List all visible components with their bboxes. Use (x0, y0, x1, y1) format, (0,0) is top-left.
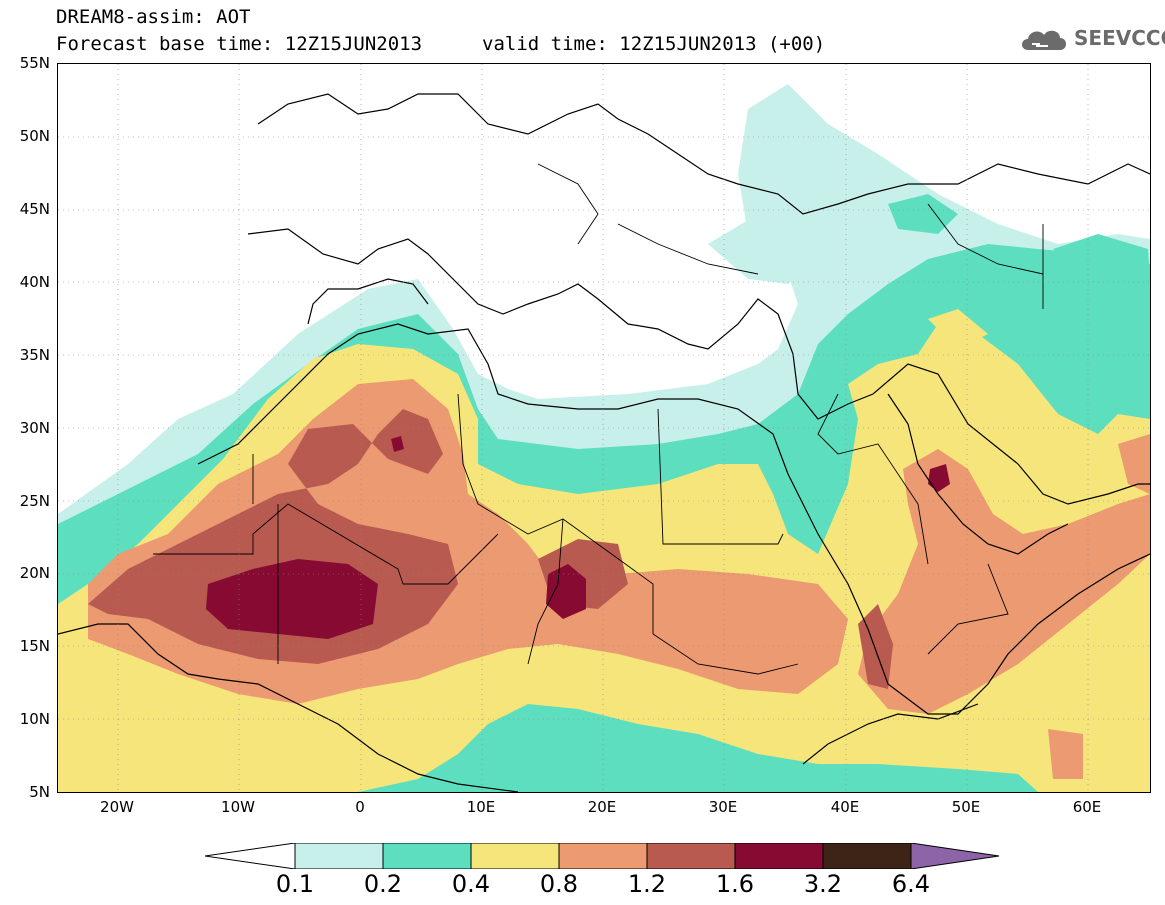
valid-time: valid time: 12Z15JUN2013 (+00) (482, 33, 826, 55)
lon-label-0: 0 (355, 798, 365, 816)
map-title: DREAM8-assim: AOT (56, 6, 251, 28)
seevccc-logo: SEEVCCC (1018, 24, 1165, 56)
colorbar-tick-6.4: 6.4 (891, 870, 931, 898)
colorbar-tick-1.2: 1.2 (627, 870, 667, 898)
colorbar-tick-1.6: 1.6 (715, 870, 755, 898)
coastlines (58, 93, 1150, 792)
lat-label-15n: 15N (19, 637, 50, 655)
lat-label-40n: 40N (19, 273, 50, 291)
lat-label-35n: 35N (19, 346, 50, 364)
lat-label-20n: 20N (19, 564, 50, 582)
graticule (58, 64, 1150, 792)
aot-field (58, 64, 1150, 792)
colorbar-segment-0.1 (294, 843, 384, 869)
lat-label-55n: 55N (19, 54, 50, 72)
lat-label-25n: 25N (19, 492, 50, 510)
lon-label-10w: 10W (221, 798, 255, 816)
lon-label-30e: 30E (708, 798, 738, 816)
colorbar (205, 843, 1000, 869)
lat-label-10n: 10N (19, 710, 50, 728)
colorbar-segment-above (910, 843, 1000, 869)
country-borders (153, 163, 1044, 675)
lon-label-50e: 50E (951, 798, 981, 816)
cloud-icon (1022, 30, 1066, 50)
lat-label-50n: 50N (19, 127, 50, 145)
colorbar-segment-1.2 (646, 843, 736, 869)
lat-label-5n: 5N (29, 783, 50, 801)
logo-text: SEEVCCC (1074, 26, 1165, 50)
colorbar-tick-0.1: 0.1 (275, 870, 315, 898)
colorbar-segment-0.2 (382, 843, 472, 869)
colorbar-segment-0.8 (558, 843, 648, 869)
colorbar-tick-0.2: 0.2 (363, 870, 403, 898)
lat-label-45n: 45N (19, 200, 50, 218)
lon-label-10e: 10E (466, 798, 496, 816)
forecast-base-time: Forecast base time: 12Z15JUN2013 (56, 33, 423, 55)
lon-label-60e: 60E (1072, 798, 1102, 816)
lon-label-40e: 40E (830, 798, 860, 816)
colorbar-tick-0.8: 0.8 (539, 870, 579, 898)
map-area (57, 63, 1151, 793)
colorbar-segment-0.4 (470, 843, 560, 869)
lon-label-20w: 20W (100, 798, 134, 816)
lat-label-30n: 30N (19, 419, 50, 437)
colorbar-tick-0.4: 0.4 (451, 870, 491, 898)
colorbar-segment-3.2 (822, 843, 912, 869)
colorbar-tick-3.2: 3.2 (803, 870, 843, 898)
colorbar-segment-1.6 (734, 843, 824, 869)
colorbar-segment-below (205, 843, 296, 869)
aot-band-1.6 (206, 436, 950, 639)
lon-label-20e: 20E (587, 798, 617, 816)
